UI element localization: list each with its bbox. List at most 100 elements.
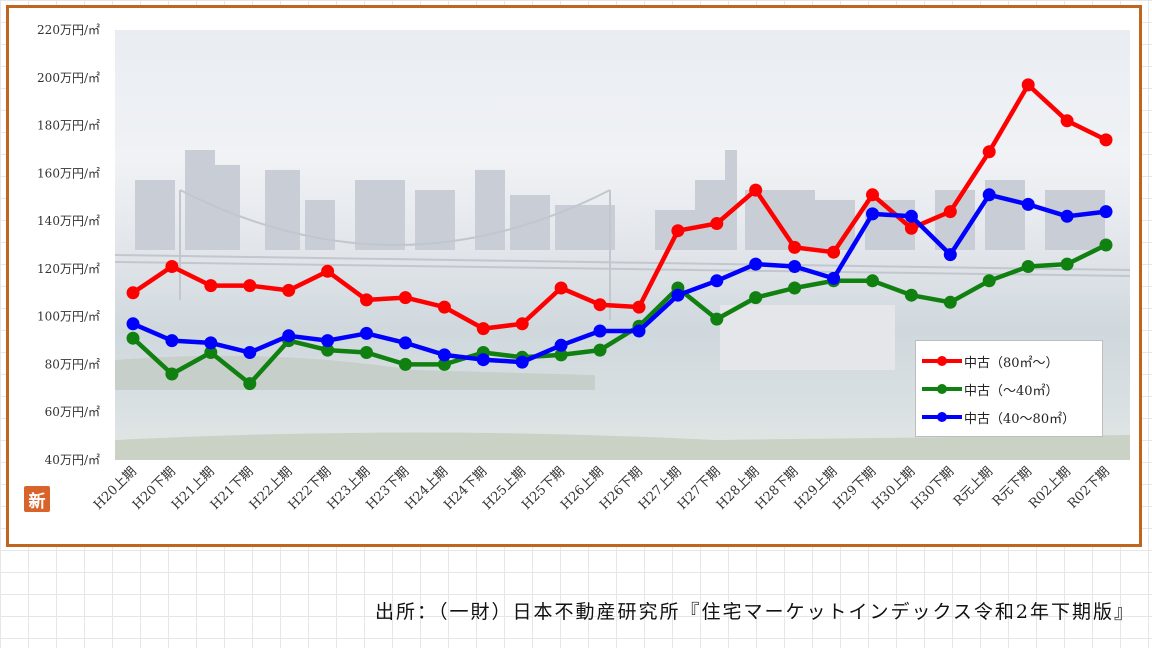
data-point (554, 281, 568, 295)
data-point (321, 334, 335, 348)
legend-entry: 中古（～40㎡） (920, 375, 1098, 403)
data-point (904, 209, 918, 223)
data-point (360, 293, 373, 307)
data-point (1099, 133, 1113, 147)
data-point (1021, 260, 1035, 273)
data-point (476, 353, 490, 367)
data-point (904, 221, 918, 235)
data-point (788, 281, 802, 295)
data-point (593, 298, 607, 312)
x-tick-label: R02下期 (1065, 464, 1113, 512)
data-point (165, 367, 179, 381)
source-note: 出所：（一財）日本不動産研究所『住宅マーケットインデックス令和2年下期版』 (374, 601, 1135, 623)
data-point (515, 317, 529, 331)
legend: 中古（80㎡～） 中古（～40㎡） 中古（40～80㎡） (915, 340, 1103, 437)
data-point (321, 264, 335, 278)
y-tick-label: 200万円/㎡ (37, 71, 100, 85)
data-point (1099, 205, 1113, 219)
data-point (126, 317, 140, 331)
series-line (130, 242, 1109, 386)
data-point (204, 279, 218, 293)
data-point (476, 322, 490, 336)
data-point (982, 188, 996, 202)
data-point (165, 334, 179, 348)
data-point (866, 188, 879, 202)
data-point (204, 346, 218, 359)
data-point (126, 286, 140, 300)
data-point (943, 205, 957, 219)
data-point (749, 291, 763, 305)
data-point (554, 348, 568, 362)
data-point (943, 295, 957, 309)
data-point (866, 274, 879, 288)
data-point (243, 346, 257, 359)
legend-label: 中古（80㎡～） (964, 355, 1059, 371)
y-tick-label: 120万円/㎡ (37, 262, 100, 276)
y-tick-label: 160万円/㎡ (37, 166, 100, 180)
data-point (398, 357, 412, 371)
series-2 (126, 188, 1113, 369)
data-point (243, 279, 257, 293)
y-tick-label: 80万円/㎡ (45, 357, 100, 371)
data-point (1099, 238, 1113, 252)
data-point (165, 260, 179, 273)
y-tick-label: 180万円/㎡ (37, 119, 100, 133)
data-point (1060, 209, 1074, 223)
data-point (437, 348, 451, 362)
x-tick-label: H30下期 (908, 464, 957, 513)
legend-entry: 中古（40～80㎡） (920, 403, 1098, 431)
series-layer (126, 78, 1113, 391)
legend-swatch-green (922, 384, 962, 394)
series-line (130, 192, 1109, 365)
data-point (554, 338, 568, 352)
data-point (749, 183, 763, 197)
legend-swatch-red (922, 356, 962, 366)
data-point (671, 288, 685, 302)
x-tick-label: R元上期 (951, 464, 996, 509)
data-point (866, 207, 879, 221)
x-tick-label: R02上期 (1026, 464, 1074, 512)
data-point (126, 331, 140, 345)
data-point (1060, 257, 1074, 271)
data-point (827, 245, 841, 259)
data-point (398, 291, 412, 305)
logo-badge: 新 (24, 486, 50, 512)
data-point (982, 145, 996, 159)
x-axis-ticks: H20上期H20下期H21上期H21下期H22上期H22下期H23上期H23下期… (91, 464, 1113, 513)
data-point (360, 326, 373, 340)
legend-entry: 中古（80㎡～） (920, 347, 1098, 375)
legend-swatch-blue (922, 412, 962, 422)
y-tick-label: 100万円/㎡ (37, 310, 100, 324)
data-point (593, 343, 607, 357)
data-point (904, 288, 918, 302)
data-point (360, 346, 373, 359)
y-tick-label: 40万円/㎡ (45, 453, 100, 467)
data-point (671, 224, 685, 238)
data-point (788, 260, 802, 273)
data-point (1060, 114, 1074, 128)
data-point (943, 248, 957, 262)
data-point (1021, 78, 1035, 92)
y-tick-label: 60万円/㎡ (45, 405, 100, 419)
data-point (710, 312, 724, 326)
data-point (282, 283, 296, 297)
data-point (437, 300, 451, 314)
series-line (130, 82, 1109, 331)
data-point (243, 377, 257, 391)
data-point (788, 240, 802, 254)
data-point (204, 336, 218, 350)
series-0 (126, 78, 1113, 336)
y-tick-label: 140万円/㎡ (37, 214, 100, 228)
data-point (632, 300, 646, 314)
data-point (593, 324, 607, 338)
data-point (749, 257, 763, 271)
data-point (632, 324, 646, 338)
data-point (398, 336, 412, 350)
data-point (982, 274, 996, 288)
legend-label: 中古（～40㎡） (964, 383, 1059, 399)
background-photo (115, 30, 1130, 460)
legend-label: 中古（40～80㎡） (964, 411, 1076, 427)
data-point (515, 355, 529, 369)
y-axis-ticks: 40万円/㎡ 60万円/㎡ 80万円/㎡ 100万円/㎡ 120万円/㎡ 140万円/㎡ 1… (37, 23, 100, 467)
